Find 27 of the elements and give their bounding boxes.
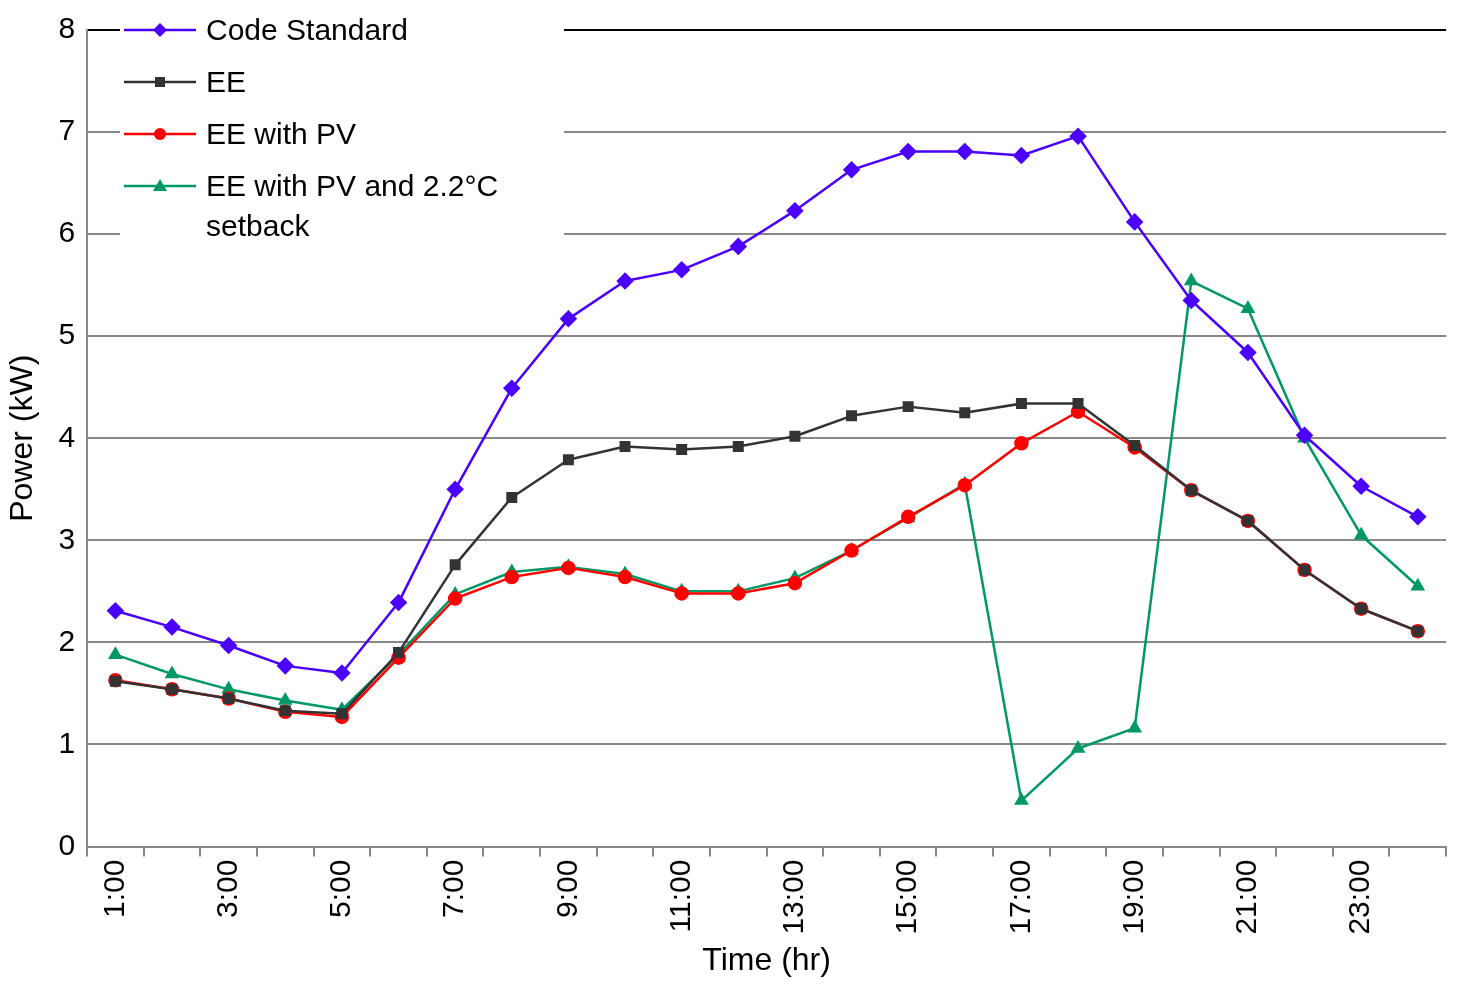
x-tick-label: 5:00 (323, 859, 357, 918)
x-tick-label: 15:00 (889, 859, 923, 935)
legend-label: EE with PV (206, 116, 358, 152)
x-tick-label: 11:00 (662, 859, 696, 933)
x-tick-label: 21:00 (1229, 859, 1263, 935)
y-axis-title: Power (kW) (3, 354, 40, 522)
x-tick-label: 13:00 (776, 859, 810, 935)
y-tick-label: 7 (58, 113, 76, 147)
x-axis-title: Time (hr) (702, 940, 831, 977)
legend-label: Code Standard (206, 12, 409, 48)
legend-label: EE (206, 64, 248, 100)
x-tick-label: 17:00 (1002, 859, 1036, 935)
x-tick-label: 3:00 (209, 859, 243, 918)
y-tick-label: 4 (58, 419, 76, 453)
y-tick-label: 8 (58, 11, 76, 45)
y-tick-label: 5 (58, 317, 76, 351)
y-tick-label: 6 (58, 215, 76, 249)
y-tick-label: 0 (58, 827, 76, 861)
x-tick-label: 19:00 (1115, 859, 1149, 935)
legend-label: EE with PV and 2.2°C setback (206, 168, 500, 244)
y-tick-label: 3 (58, 521, 76, 555)
x-tick-label: 23:00 (1342, 859, 1376, 935)
y-tick-label: 2 (58, 623, 76, 657)
x-tick-label: 1:00 (96, 859, 130, 918)
x-tick-label: 7:00 (436, 859, 470, 918)
y-tick-label: 1 (58, 725, 76, 759)
x-tick-label: 9:00 (549, 859, 583, 918)
